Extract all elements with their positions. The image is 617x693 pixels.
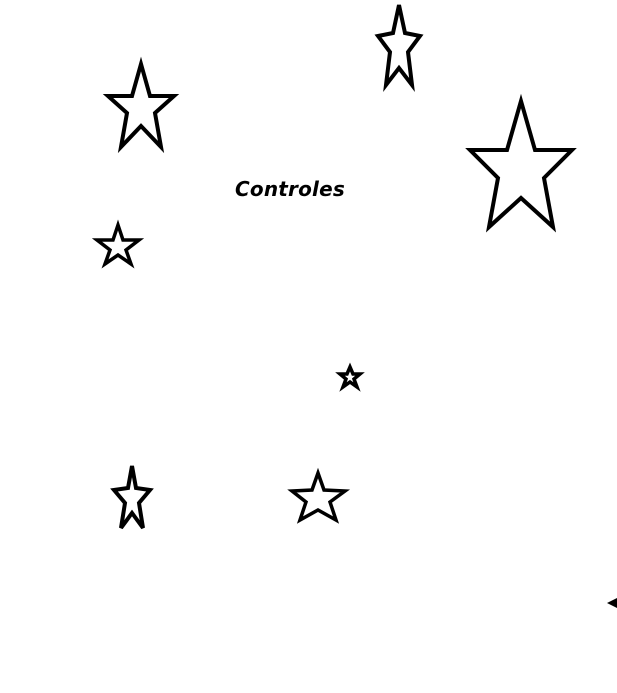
- star-icon: [110, 465, 154, 530]
- star-icon: [465, 93, 577, 233]
- star-icon: [335, 362, 365, 392]
- star-icon: [374, 4, 424, 93]
- star-icon: [91, 219, 145, 269]
- arrow-left-icon: [607, 598, 617, 608]
- star-icon: [287, 467, 351, 524]
- page-title: Controles: [235, 177, 345, 201]
- star-icon: [102, 56, 180, 154]
